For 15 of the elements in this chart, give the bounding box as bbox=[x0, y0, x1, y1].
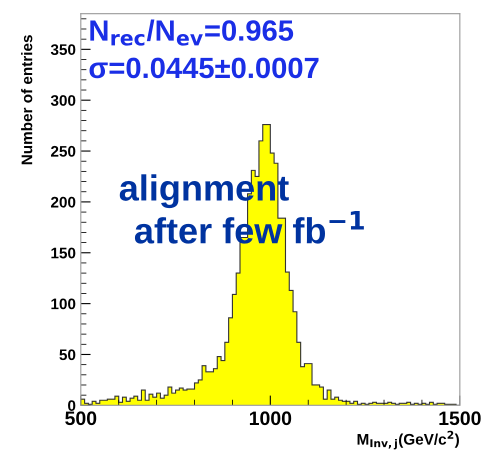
x-axis-title: M$_{Inv,j}$(GeV/c$^{2}$) bbox=[358, 430, 459, 450]
y-tick-label: 300 bbox=[50, 95, 76, 106]
x-tick-label: 500 bbox=[65, 411, 96, 426]
x-tick-label: 1000 bbox=[250, 411, 292, 426]
y-axis-title: Number of entries bbox=[21, 35, 32, 164]
y-tick-label: 200 bbox=[50, 196, 76, 208]
y-tick-label: 150 bbox=[51, 248, 76, 258]
y-tick-label: 350 bbox=[50, 44, 76, 56]
annotation: N$_{rec}$/N$_{ev}$=0.965 bbox=[90, 19, 294, 46]
y-tick-label: 0 bbox=[68, 400, 76, 412]
y-tick-label: 50 bbox=[59, 349, 76, 360]
y-tick-label: 250 bbox=[50, 146, 76, 157]
x-tick-label: 1500 bbox=[439, 411, 481, 426]
y-tick-label: 100 bbox=[51, 298, 76, 310]
annotation: σ=0.0445±0.0007 bbox=[90, 58, 319, 78]
